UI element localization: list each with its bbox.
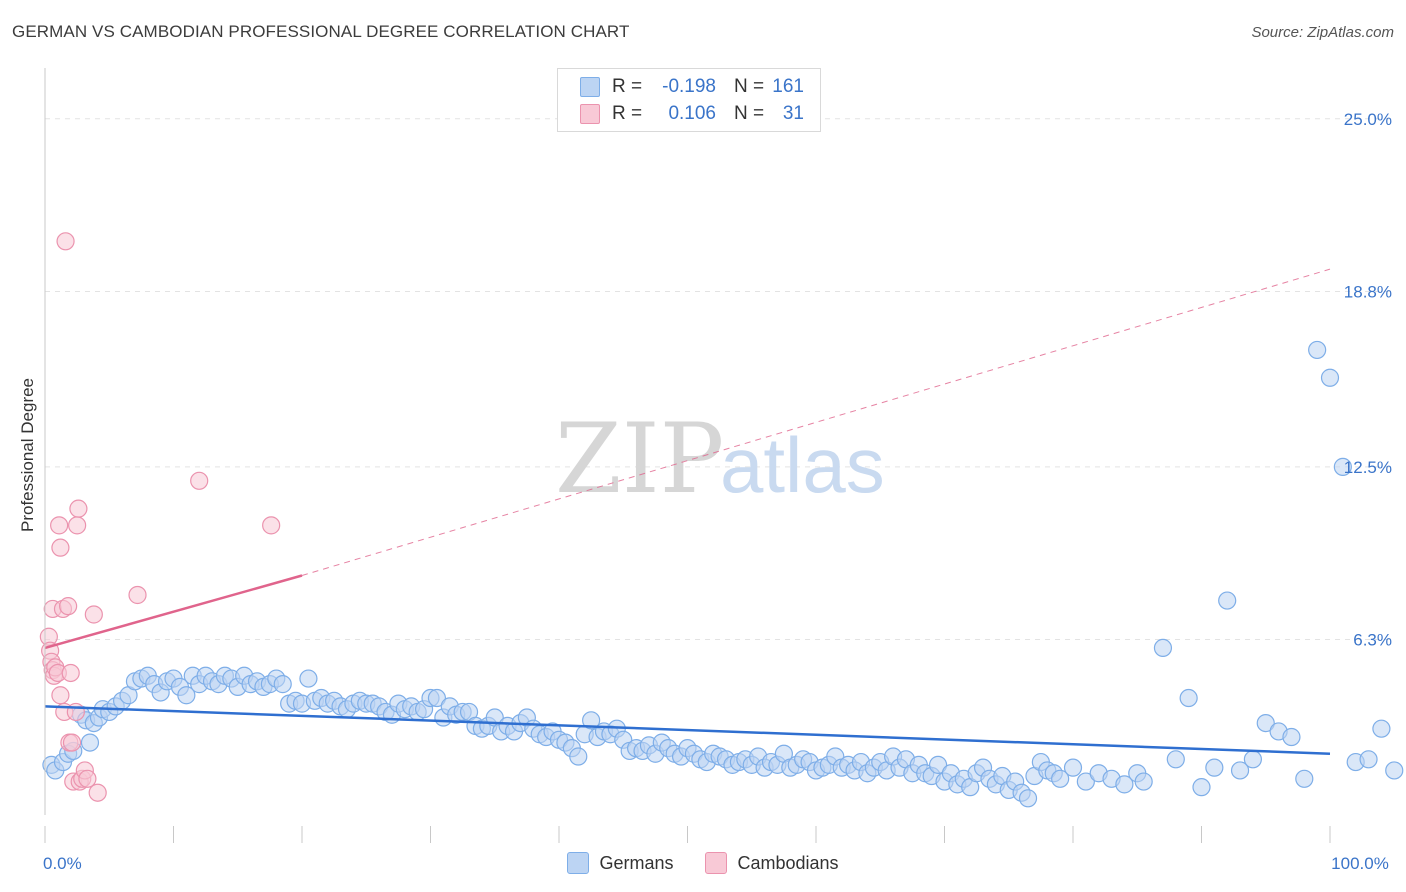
- correlation-legend: R = -0.198 N = 161 R = 0.106 N = 31: [557, 68, 821, 132]
- point-germans: [1372, 719, 1391, 738]
- point-cambodians: [62, 733, 82, 752]
- point-germans: [1179, 688, 1198, 708]
- point-cambodians: [69, 499, 88, 518]
- point-germans: [569, 747, 588, 766]
- point-germans: [1218, 591, 1237, 610]
- n-label: N =: [734, 103, 765, 124]
- series-legend: Germans Cambodians: [0, 852, 1406, 874]
- chart-source: Source: ZipAtlas.com: [1251, 24, 1394, 41]
- x-tick-label: 0.0%: [43, 854, 82, 873]
- point-cambodians: [88, 783, 107, 802]
- point-germans: [1308, 340, 1327, 360]
- chart-title: GERMAN VS CAMBODIAN PROFESSIONAL DEGREE …: [12, 22, 630, 41]
- point-germans: [1166, 750, 1185, 769]
- point-germans: [1295, 769, 1314, 788]
- legend-swatch-germans: [567, 852, 590, 874]
- point-germans: [1051, 769, 1070, 788]
- n-value: 161: [772, 76, 804, 97]
- point-germans: [1076, 772, 1095, 791]
- point-cambodians: [262, 516, 281, 535]
- point-cambodians: [56, 232, 75, 251]
- axis-layer: 6.3% 12.5% 18.8% 25.0% 0.0% 100.0% Professiona…: [18, 68, 1392, 873]
- point-cambodians: [68, 516, 87, 535]
- y-tick-label: 12.5%: [1344, 458, 1392, 477]
- trend-line-cambodians: [44, 574, 303, 650]
- n-label: N =: [734, 76, 765, 97]
- trend-line-germans: [44, 705, 1331, 755]
- legend-row-germans: R = -0.198 N = 161: [580, 75, 804, 99]
- legend-swatch-germans: [580, 77, 600, 97]
- point-germans: [1256, 713, 1275, 733]
- point-cambodians: [66, 702, 85, 722]
- point-germans: [1385, 761, 1404, 780]
- legend-item-cambodians[interactable]: Cambodians: [705, 852, 839, 874]
- legend-swatch-cambodians: [705, 852, 728, 874]
- point-germans: [427, 688, 447, 708]
- point-germans: [928, 755, 948, 774]
- legend-item-germans[interactable]: Germans: [567, 852, 673, 874]
- watermark-zip: ZIP: [555, 403, 724, 515]
- y-tick-label: 25.0%: [1344, 110, 1392, 129]
- points-layer: [39, 232, 1404, 808]
- point-germans: [80, 733, 100, 752]
- legend-row-cambodians: R = 0.106 N = 31: [580, 102, 804, 126]
- point-cambodians: [84, 605, 103, 624]
- point-germans: [1359, 750, 1378, 769]
- point-cambodians: [51, 686, 70, 705]
- point-germans: [273, 675, 292, 694]
- trend-layer: [44, 268, 1331, 755]
- r-value: -0.198: [662, 76, 716, 97]
- y-axis-label: Professional Degree: [18, 378, 37, 532]
- point-germans: [1243, 750, 1263, 769]
- point-germans: [1115, 775, 1134, 794]
- legend-label-germans: Germans: [599, 852, 674, 873]
- point-germans: [1153, 638, 1173, 658]
- legend-label-cambodians: Cambodians: [737, 852, 839, 873]
- point-cambodians: [51, 538, 70, 557]
- r-label: R =: [612, 103, 643, 124]
- x-tick-label: 100.0%: [1331, 854, 1389, 873]
- point-cambodians: [59, 597, 78, 616]
- point-cambodians: [50, 516, 69, 535]
- r-label: R =: [612, 76, 643, 97]
- point-germans: [1134, 772, 1153, 791]
- point-cambodians: [61, 663, 80, 683]
- point-germans: [177, 686, 196, 705]
- point-cambodians: [128, 585, 147, 605]
- point-germans: [1282, 727, 1301, 747]
- legend-swatch-cambodians: [580, 104, 600, 124]
- point-germans: [1320, 368, 1340, 387]
- trend-line-extension-cambodians: [301, 268, 1331, 576]
- grid-layer: [45, 118, 1392, 641]
- y-tick-label: 6.3%: [1353, 631, 1392, 650]
- point-germans: [1333, 457, 1352, 476]
- watermark-atlas: atlas: [720, 421, 885, 509]
- point-cambodians: [190, 471, 209, 490]
- n-value: 31: [782, 103, 804, 124]
- point-germans: [1192, 778, 1211, 797]
- point-germans: [299, 669, 318, 688]
- point-germans: [1018, 789, 1038, 808]
- point-germans: [1205, 758, 1224, 777]
- point-cambodians: [78, 769, 97, 788]
- r-value: 0.106: [668, 103, 716, 124]
- y-tick-label: 18.8%: [1344, 282, 1392, 301]
- point-germans: [1063, 758, 1083, 777]
- point-germans: [1230, 761, 1250, 780]
- point-germans: [582, 711, 601, 730]
